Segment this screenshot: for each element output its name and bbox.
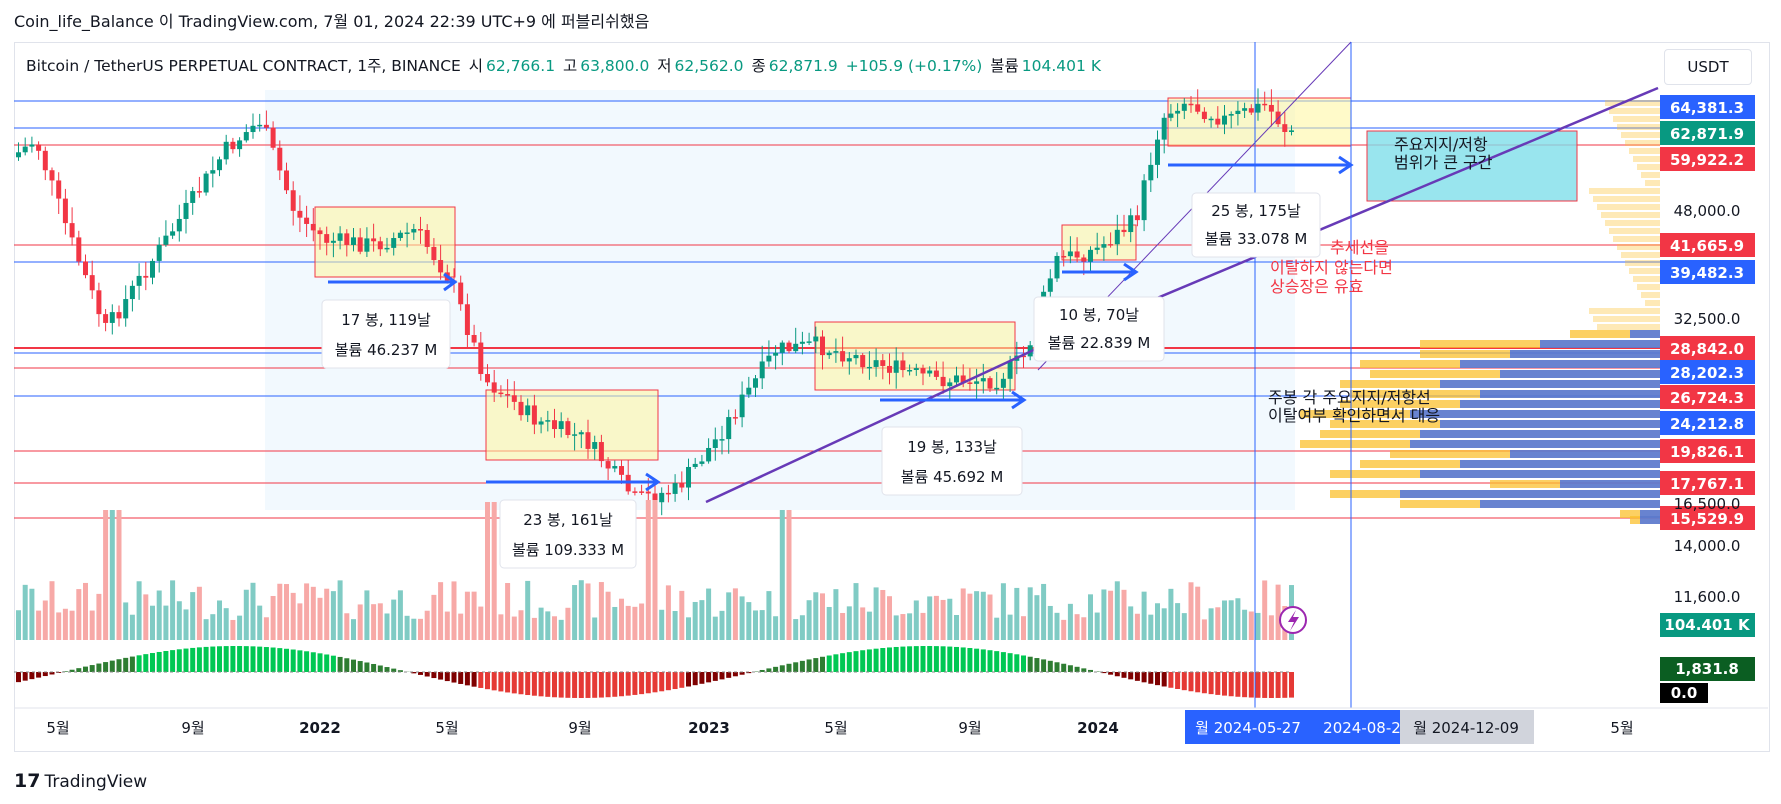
- low-value: 62,562.0: [674, 57, 744, 75]
- tradingview-brand[interactable]: 𝟭𝟳 TradingView: [14, 770, 147, 792]
- currency-button[interactable]: USDT: [1664, 49, 1752, 85]
- volume-value: 104.401 K: [1021, 57, 1101, 75]
- open-label: 시: [468, 57, 484, 75]
- volume-label: 볼륨: [990, 57, 1019, 75]
- close-value: 62,871.9: [768, 57, 838, 75]
- publish-caption: Coin_life_Balance 이 TradingView.com, 7월 …: [14, 12, 650, 31]
- chart-frame[interactable]: [14, 42, 1770, 752]
- high-value: 63,800.0: [580, 57, 650, 75]
- close-label: 종: [751, 57, 766, 75]
- high-label: 고: [563, 57, 578, 75]
- symbol-title[interactable]: Bitcoin / TetherUS PERPETUAL CONTRACT, 1…: [26, 57, 461, 75]
- brand-label: TradingView: [44, 772, 148, 792]
- change-value: +105.9 (+0.17%): [845, 57, 983, 75]
- open-value: 62,766.1: [486, 57, 556, 75]
- low-label: 저: [657, 57, 672, 75]
- tradingview-logo-icon: 𝟭𝟳: [14, 770, 41, 792]
- chart-header: Bitcoin / TetherUS PERPETUAL CONTRACT, 1…: [26, 54, 1104, 76]
